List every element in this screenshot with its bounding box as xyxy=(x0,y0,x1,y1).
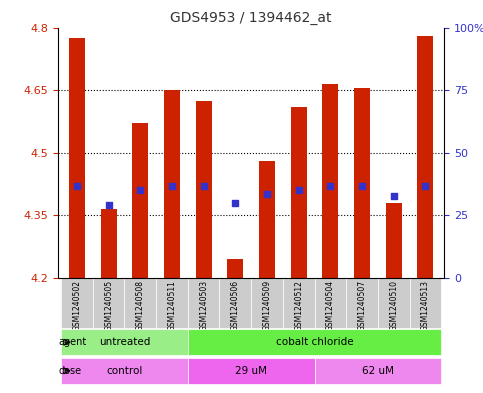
Text: untreated: untreated xyxy=(99,337,150,347)
Text: agent: agent xyxy=(58,337,87,347)
FancyBboxPatch shape xyxy=(283,278,314,328)
Bar xyxy=(132,123,148,278)
Title: GDS4953 / 1394462_at: GDS4953 / 1394462_at xyxy=(170,11,332,25)
FancyBboxPatch shape xyxy=(125,278,156,328)
Point xyxy=(231,200,239,206)
Point xyxy=(327,183,334,189)
Text: GSM1240511: GSM1240511 xyxy=(168,280,176,331)
FancyBboxPatch shape xyxy=(219,278,251,328)
Point xyxy=(263,191,271,198)
Bar xyxy=(227,259,243,278)
Point xyxy=(358,183,366,189)
Point xyxy=(136,187,144,193)
Point xyxy=(422,183,429,189)
Text: GSM1240510: GSM1240510 xyxy=(389,280,398,331)
Bar xyxy=(417,36,433,278)
Bar xyxy=(164,90,180,278)
Text: GSM1240502: GSM1240502 xyxy=(72,280,82,331)
FancyBboxPatch shape xyxy=(156,278,188,328)
Text: GSM1240508: GSM1240508 xyxy=(136,280,145,331)
Bar xyxy=(259,161,275,278)
Bar xyxy=(196,101,212,278)
Bar xyxy=(386,203,401,278)
Point xyxy=(73,183,81,189)
FancyBboxPatch shape xyxy=(314,278,346,328)
FancyBboxPatch shape xyxy=(188,329,441,355)
Text: GSM1240512: GSM1240512 xyxy=(294,280,303,331)
Point xyxy=(168,183,176,189)
Text: cobalt chloride: cobalt chloride xyxy=(276,337,354,347)
Bar xyxy=(101,209,116,278)
Text: 62 uM: 62 uM xyxy=(362,366,394,376)
Text: GSM1240507: GSM1240507 xyxy=(357,280,367,331)
Bar xyxy=(69,38,85,278)
FancyBboxPatch shape xyxy=(314,358,441,384)
Point xyxy=(105,202,113,208)
Point xyxy=(200,183,208,189)
FancyBboxPatch shape xyxy=(93,278,125,328)
Text: GSM1240503: GSM1240503 xyxy=(199,280,208,331)
FancyBboxPatch shape xyxy=(188,278,219,328)
Text: GSM1240509: GSM1240509 xyxy=(262,280,271,331)
Text: dose: dose xyxy=(58,366,82,376)
Text: GSM1240506: GSM1240506 xyxy=(231,280,240,331)
Point xyxy=(295,187,302,193)
Bar xyxy=(291,107,307,278)
FancyBboxPatch shape xyxy=(410,278,441,328)
FancyBboxPatch shape xyxy=(188,358,314,384)
FancyBboxPatch shape xyxy=(61,278,93,328)
Text: control: control xyxy=(106,366,142,376)
Text: 29 uM: 29 uM xyxy=(235,366,267,376)
FancyBboxPatch shape xyxy=(378,278,410,328)
FancyBboxPatch shape xyxy=(346,278,378,328)
Text: GSM1240504: GSM1240504 xyxy=(326,280,335,331)
FancyBboxPatch shape xyxy=(61,329,188,355)
Bar xyxy=(354,88,370,278)
FancyBboxPatch shape xyxy=(251,278,283,328)
Bar xyxy=(323,84,338,278)
Text: GSM1240505: GSM1240505 xyxy=(104,280,113,331)
Text: GSM1240513: GSM1240513 xyxy=(421,280,430,331)
FancyBboxPatch shape xyxy=(61,358,188,384)
Point xyxy=(390,193,398,200)
